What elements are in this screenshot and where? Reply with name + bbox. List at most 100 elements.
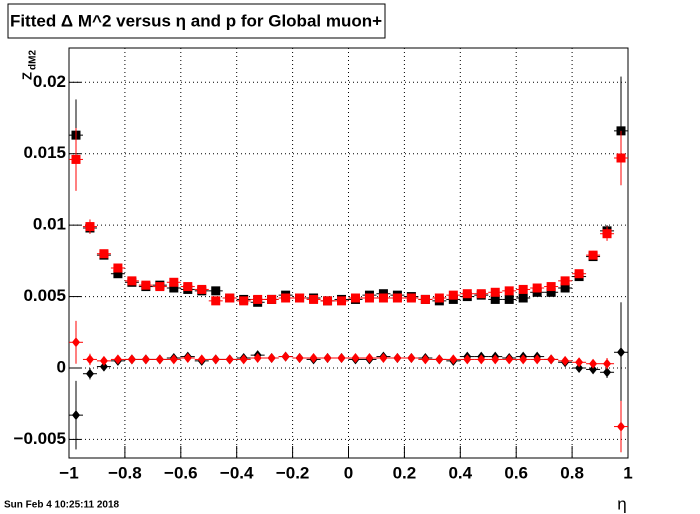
marker-diamond [309,353,318,363]
marker-square [378,293,388,303]
marker-diamond [85,368,94,379]
marker-square [183,282,193,292]
x-tick-label: 0.4 [448,463,472,482]
x-tick-label: 0.2 [393,463,417,482]
marker-diamond [561,355,570,366]
marker-square [71,154,81,164]
y-tick-label: −0.005 [14,429,66,448]
marker-square [337,296,347,306]
marker-square [476,289,486,299]
x-tick-label: 1 [623,463,632,482]
marker-square [518,284,528,294]
marker-square [504,294,514,304]
marker-diamond [589,358,598,369]
marker-diamond [71,410,80,421]
marker-square [546,287,556,297]
marker-square [406,293,416,303]
marker-square [239,296,249,306]
marker-square [532,283,542,293]
y-tick-label: 0.005 [23,286,66,305]
marker-square [602,229,612,239]
marker-square [588,250,598,260]
marker-diamond [155,354,164,365]
marker-diamond [99,361,108,372]
marker-square [462,289,472,299]
marker-diamond [211,354,220,365]
marker-square [141,280,151,290]
marker-square [267,294,277,304]
marker-square [518,293,528,303]
marker-diamond [337,353,346,363]
marker-diamond [281,351,290,362]
marker-diamond [141,354,150,365]
marker-square [490,294,500,304]
marker-diamond [71,337,80,348]
x-tick-label: 0.8 [560,463,584,482]
marker-square [281,293,291,303]
x-axis-label: η [617,494,626,513]
marker-diamond [617,421,626,432]
y-axis-label: Z dM2 [19,50,38,80]
y-label-sub: dM2 [28,50,39,70]
marker-diamond [617,347,626,358]
marker-square [211,296,221,306]
marker-square [295,293,305,303]
x-tick-label: −0.8 [108,463,142,482]
marker-square [169,283,179,293]
marker-square [392,293,402,303]
marker-square [420,294,430,304]
marker-diamond [197,354,206,365]
marker-diamond [365,353,374,363]
marker-square [197,284,207,294]
y-tick-label: 0.01 [33,215,66,234]
marker-diamond [547,354,556,365]
title-box [7,3,386,39]
x-tick-label: 0 [344,463,353,482]
marker-square [169,277,179,287]
marker-diamond [463,354,472,365]
marker-diamond [435,354,444,365]
marker-diamond [533,354,542,365]
marker-diamond [477,354,486,365]
marker-diamond [295,353,304,363]
marker-square [364,293,374,303]
marker-diamond [99,355,108,366]
marker-diamond [449,354,458,365]
marker-square [574,269,584,279]
x-tick-label: −0.2 [276,463,310,482]
marker-diamond [323,353,332,363]
marker-diamond [603,358,612,369]
x-tick-label: 0.6 [504,463,528,482]
marker-square [211,286,221,296]
marker-square [309,294,319,304]
marker-diamond [519,354,528,365]
marker-diamond [589,364,598,375]
marker-square [448,290,458,300]
marker-diamond [85,354,94,365]
marker-diamond [239,354,248,365]
plot-frame [68,47,629,459]
marker-square [350,293,360,303]
marker-diamond [491,354,500,365]
marker-diamond [407,353,416,363]
x-tick-label: −0.4 [220,463,254,482]
marker-square [504,286,514,296]
marker-square [253,294,263,304]
marker-diamond [603,367,612,378]
marker-square [113,269,123,279]
marker-diamond [575,357,584,368]
marker-square [155,282,165,292]
y-label-main: Z [19,72,34,80]
marker-diamond [253,353,262,363]
marker-square [616,153,626,163]
marker-diamond [225,354,234,365]
marker-square [560,276,570,286]
marker-diamond [183,353,192,363]
marker-square [225,293,235,303]
marker-square [85,222,95,232]
timestamp: Sun Feb 4 10:25:11 2018 [4,500,120,511]
marker-square [127,276,137,286]
marker-diamond [421,354,430,365]
